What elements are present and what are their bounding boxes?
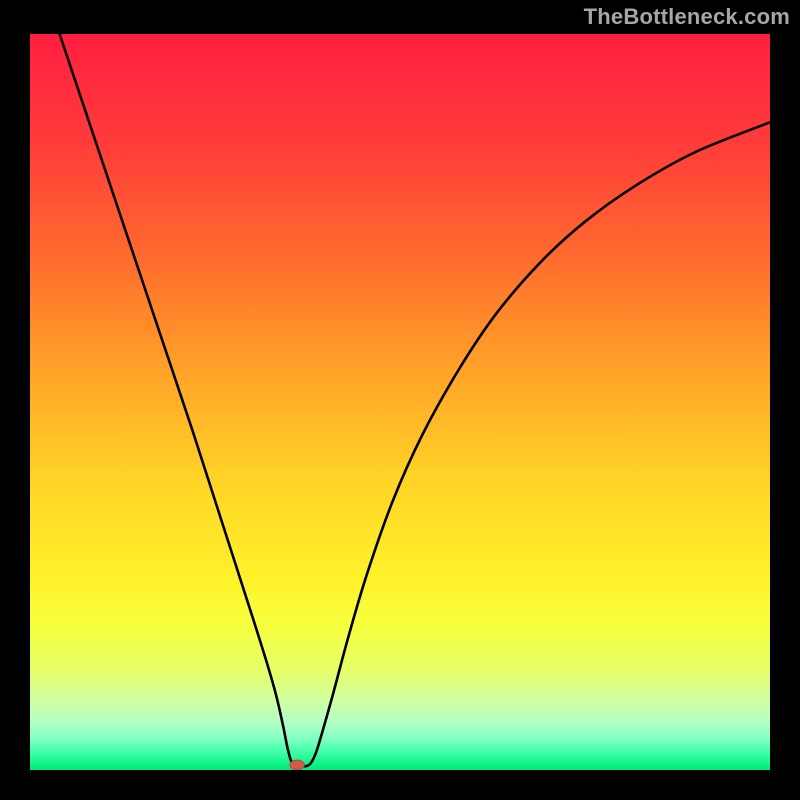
optimal-point-marker xyxy=(290,760,305,770)
watermark-label: TheBottleneck.com xyxy=(584,4,790,30)
chart-svg xyxy=(0,0,800,800)
bottleneck-chart: TheBottleneck.com xyxy=(0,0,800,800)
plot-area xyxy=(30,34,770,770)
